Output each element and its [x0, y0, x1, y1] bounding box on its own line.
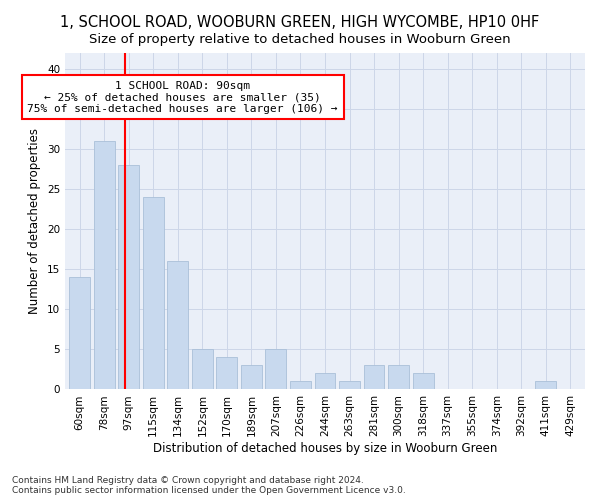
Bar	[118, 165, 139, 390]
Text: Size of property relative to detached houses in Wooburn Green: Size of property relative to detached ho…	[89, 32, 511, 46]
Bar	[94, 141, 115, 390]
X-axis label: Distribution of detached houses by size in Wooburn Green: Distribution of detached houses by size …	[153, 442, 497, 455]
Bar	[535, 382, 556, 390]
Bar	[69, 277, 90, 390]
Bar	[290, 382, 311, 390]
Bar	[314, 374, 335, 390]
Text: 1, SCHOOL ROAD, WOOBURN GREEN, HIGH WYCOMBE, HP10 0HF: 1, SCHOOL ROAD, WOOBURN GREEN, HIGH WYCO…	[61, 15, 539, 30]
Bar	[265, 350, 286, 390]
Text: 1 SCHOOL ROAD: 90sqm
← 25% of detached houses are smaller (35)
75% of semi-detac: 1 SCHOOL ROAD: 90sqm ← 25% of detached h…	[28, 80, 338, 114]
Bar	[364, 366, 385, 390]
Bar	[167, 261, 188, 390]
Bar	[241, 366, 262, 390]
Bar	[388, 366, 409, 390]
Text: Contains HM Land Registry data © Crown copyright and database right 2024.
Contai: Contains HM Land Registry data © Crown c…	[12, 476, 406, 495]
Bar	[413, 374, 434, 390]
Bar	[143, 197, 164, 390]
Bar	[339, 382, 360, 390]
Bar	[192, 350, 213, 390]
Y-axis label: Number of detached properties: Number of detached properties	[28, 128, 41, 314]
Bar	[217, 358, 237, 390]
